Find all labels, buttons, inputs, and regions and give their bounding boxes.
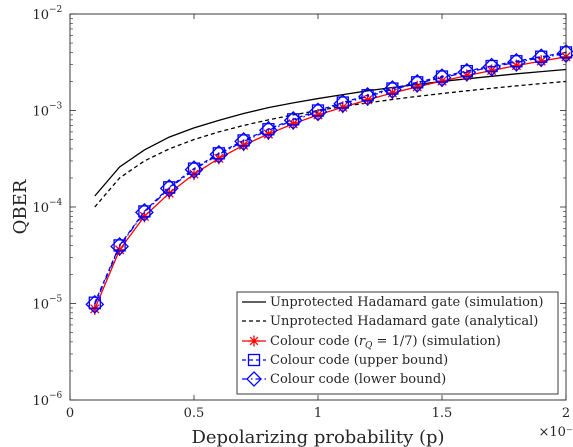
x-tick-label: 2 [562, 406, 570, 421]
x-tick-label: 0 [66, 406, 74, 421]
series-3-point [485, 59, 498, 73]
series-4-point [209, 144, 229, 164]
series-2-point [287, 117, 300, 130]
y-tick-exponent: −2 [49, 5, 62, 15]
series-2-point [113, 243, 126, 256]
y-tick-label: 10 [32, 201, 49, 216]
series-2-point [460, 69, 473, 82]
series-4-line [94, 52, 567, 305]
series-4-point [457, 62, 477, 82]
y-tick-label: 10 [32, 298, 49, 313]
series-4-point [358, 86, 378, 106]
x-tick-label: 1 [314, 406, 322, 421]
series-2-point [88, 302, 101, 315]
series-3-point [212, 147, 225, 160]
series-3-point [113, 239, 126, 252]
series-3-point [386, 82, 399, 95]
series-1 [94, 80, 567, 208]
y-tick-exponent: −6 [49, 391, 63, 401]
series-3-point [187, 162, 201, 175]
x-tick-label: 0.5 [184, 406, 205, 421]
legend-entry-colour-code-simulation: Colour code (rQ = 1/7) (simulation) [270, 334, 501, 351]
series-2-point [411, 80, 424, 93]
series-layer [85, 44, 573, 315]
series-4-point [234, 132, 254, 151]
series-2-point [336, 101, 349, 114]
legend-colour-code-prefix: Colour code ( [270, 334, 359, 349]
y-tick-exponent: −3 [49, 102, 63, 112]
y-tick-label: 10 [32, 105, 49, 120]
series-2-point [535, 55, 548, 68]
x-axis-multiplier: ×10⁻³ [538, 425, 573, 440]
legend-marker-3 [247, 353, 261, 367]
x-tick-label: 1.5 [432, 406, 453, 421]
series-4-point [258, 120, 278, 140]
legend-box [236, 291, 559, 395]
y-tick-label: 10 [32, 8, 49, 23]
series-2-point [312, 108, 324, 121]
series-4-point [159, 178, 179, 198]
series-4-point [110, 237, 130, 256]
series-2-point [510, 59, 523, 72]
series-3-point [237, 134, 250, 147]
series-4-point [382, 80, 402, 99]
series-4-point [506, 52, 526, 72]
legend-marker-2 [248, 335, 260, 347]
series-4-point [432, 68, 452, 88]
series-3 [88, 46, 573, 309]
legend-entry-unprotected-simulation: Unprotected Hadamard gate (simulation) [270, 295, 543, 310]
series-4-point [531, 48, 551, 68]
y-tick-exponent: −5 [49, 295, 63, 305]
y-axis-label: QBER [10, 179, 31, 234]
series-4-point [184, 160, 204, 180]
series-4-point [134, 202, 154, 222]
series-2-point [386, 86, 399, 99]
legend-marker-4 [246, 371, 262, 387]
series-1-line [94, 80, 567, 208]
series-4-point [283, 110, 303, 130]
series-4-point [333, 94, 353, 113]
series-0-line [94, 68, 567, 197]
series-2-point [237, 139, 250, 152]
series-4 [85, 44, 573, 314]
legend-rq-subscript: Q [365, 341, 373, 351]
series-3-point [163, 181, 176, 194]
legend-colour-code-suffix: = 1/7) (simulation) [372, 334, 500, 349]
series-3-point [262, 123, 275, 136]
y-tick-label: 10 [32, 394, 49, 409]
series-3-point [138, 205, 151, 218]
series-4-point [308, 102, 328, 122]
series-3-point [88, 296, 101, 309]
legend-symbols [242, 301, 266, 387]
legend-rq-symbol: r [359, 334, 366, 349]
series-2-point [485, 64, 498, 77]
legend-entry-unprotected-analytical: Unprotected Hadamard gate (analytical) [270, 314, 538, 329]
legend: Unprotected Hadamard gate (simulation) U… [236, 291, 559, 395]
series-4-point [407, 73, 427, 93]
legend-entry-colour-code-lower-bound: Colour code (lower bound) [270, 372, 446, 387]
series-3-point [460, 64, 473, 78]
series-4-point [482, 57, 502, 77]
series-4-point [85, 294, 105, 314]
series-3-point [287, 113, 300, 126]
series-3-point [411, 76, 424, 89]
y-tick-exponent: −4 [49, 198, 63, 208]
series-2-point [361, 93, 374, 106]
series-0 [94, 68, 567, 197]
legend-entry-colour-code-upper-bound: Colour code (upper bound) [270, 353, 448, 368]
series-2-point [436, 75, 448, 88]
tick-layer: 0 0.5 1 1.5 210−610−510−410−310−2 [32, 5, 570, 421]
x-axis-label: Depolarizing probability (p) [191, 427, 444, 447]
